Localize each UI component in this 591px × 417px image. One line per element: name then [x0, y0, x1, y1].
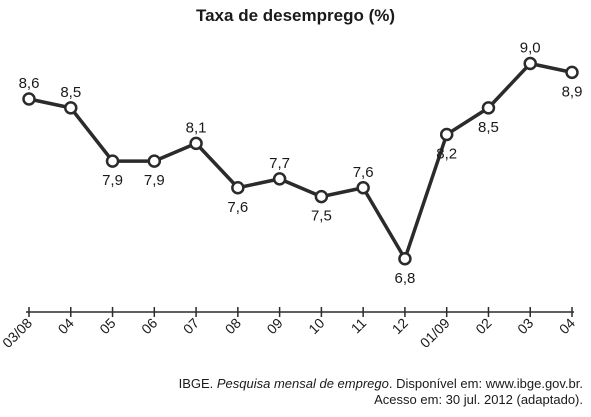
x-tick-label: 11: [348, 315, 370, 337]
source-line-1: IBGE. Pesquisa mensal de emprego. Dispon…: [178, 376, 583, 391]
x-tick-label: 03/08: [0, 315, 35, 351]
x-tick-label: 10: [305, 315, 327, 337]
x-tick-label: 05: [96, 315, 118, 337]
data-point: [272, 172, 287, 186]
data-label: 8,2: [436, 146, 457, 163]
data-point: [356, 181, 370, 195]
data-point: [565, 65, 579, 80]
source-publication: Pesquisa mensal de emprego: [216, 376, 389, 391]
x-tick-label: 04: [55, 315, 77, 337]
data-label: 7,7: [269, 155, 290, 172]
x-tick-label: 02: [472, 315, 494, 337]
data-point: [439, 127, 454, 142]
data-label: 7,9: [102, 172, 123, 189]
data-point: [523, 56, 537, 71]
x-tick-label: 12: [389, 315, 411, 337]
data-point: [189, 136, 203, 151]
series-line: [28, 61, 573, 261]
data-label: 7,5: [311, 208, 332, 225]
source-note: IBGE. Pesquisa mensal de emprego. Dispon…: [179, 376, 583, 408]
data-point: [147, 154, 162, 168]
data-label: 7,6: [227, 199, 248, 216]
data-label: 8,5: [60, 84, 81, 101]
x-tick-label: 08: [222, 315, 244, 337]
data-label: 6,8: [394, 270, 415, 287]
data-point: [64, 101, 78, 115]
data-label: 8,9: [562, 83, 583, 100]
x-tick-label: 06: [138, 315, 160, 337]
data-label: 8,5: [478, 119, 499, 136]
data-label: 7,9: [144, 172, 165, 189]
data-point: [105, 154, 120, 168]
x-tick-label: 09: [263, 315, 285, 337]
source-line-2: Acesso em: 30 jul. 2012 (adaptado).: [374, 392, 583, 407]
data-point: [314, 189, 329, 204]
data-label: 9,0: [520, 40, 541, 57]
data-point: [398, 252, 412, 266]
data-point: [481, 101, 496, 115]
data-label: 8,6: [19, 75, 40, 92]
x-tick-label: 04: [556, 315, 578, 337]
data-label: 7,6: [353, 164, 374, 181]
x-tick-label: 03: [514, 315, 536, 337]
data-label: 8,1: [186, 119, 207, 136]
chart-title: Taxa de desemprego (%): [195, 6, 396, 25]
x-tick-label: 01/09: [417, 315, 453, 351]
data-point: [22, 92, 36, 106]
x-tick-label: 07: [180, 315, 202, 337]
data-point: [231, 181, 245, 195]
